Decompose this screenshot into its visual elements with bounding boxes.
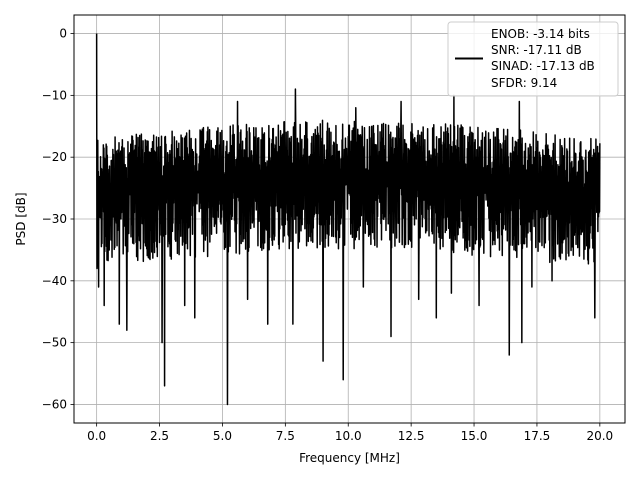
x-tick-label: 20.0: [586, 429, 613, 443]
legend-line-snr: SNR: -17.11 dB: [491, 43, 582, 57]
legend-line-sinad: SINAD: -17.13 dB: [491, 59, 595, 73]
legend-line-enob: ENOB: -3.14 bits: [491, 27, 590, 41]
x-tick-label: 17.5: [524, 429, 551, 443]
x-tick-label: 5.0: [213, 429, 232, 443]
x-axis-label: Frequency [MHz]: [299, 451, 400, 465]
x-tick-label: 12.5: [398, 429, 425, 443]
psd-series: [95, 33, 601, 406]
x-tick-label: 10.0: [335, 429, 362, 443]
legend: ENOB: -3.14 bits SNR: -17.11 dB SINAD: -…: [447, 21, 619, 97]
psd-line: [95, 33, 601, 406]
x-tick-label: 0.0: [87, 429, 106, 443]
x-tick-label: 7.5: [276, 429, 295, 443]
x-tick-label: 2.5: [150, 429, 169, 443]
y-tick-label: −50: [42, 336, 67, 350]
y-tick-label: −10: [42, 88, 67, 102]
y-tick-label: 0: [59, 27, 67, 41]
y-tick-label: −60: [42, 397, 67, 411]
y-axis-label: PSD [dB]: [14, 192, 28, 245]
x-tick-label: 15.0: [461, 429, 488, 443]
legend-line-sfdr: SFDR: 9.14: [491, 76, 557, 90]
y-tick-label: −20: [42, 150, 67, 164]
legend-box: [447, 21, 619, 97]
y-axis-ticks: 0 −10 −20 −30 −40 −50 −60: [42, 27, 74, 411]
x-axis-ticks: 0.0 2.5 5.0 7.5 10.0 12.5 15.0 17.5 20.0: [87, 423, 613, 443]
y-tick-label: −30: [42, 212, 67, 226]
y-tick-label: −40: [42, 274, 67, 288]
